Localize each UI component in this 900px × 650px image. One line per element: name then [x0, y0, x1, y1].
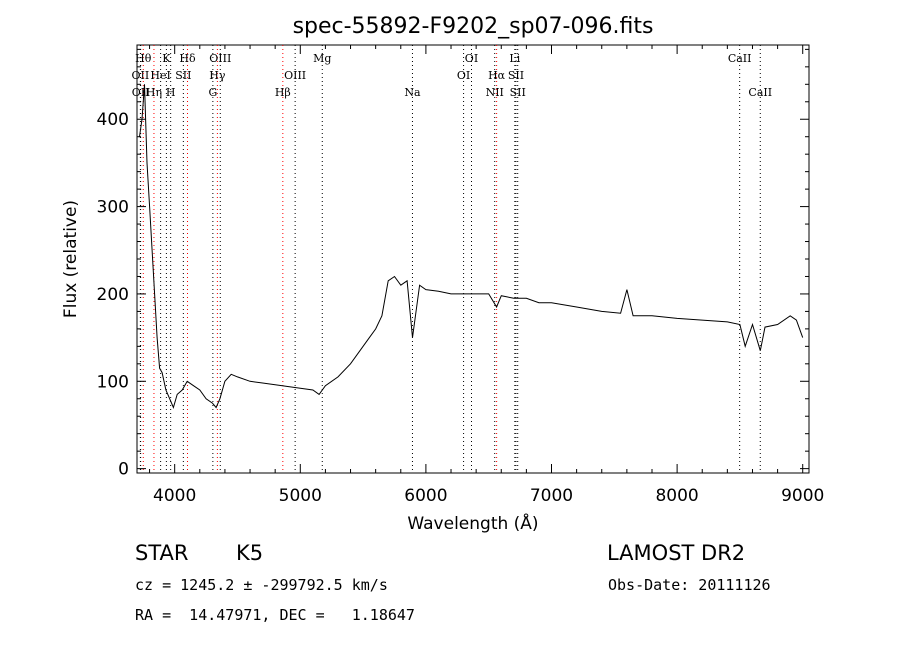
- line-label: Mg: [313, 52, 331, 65]
- line-label: CaII: [728, 52, 752, 65]
- line-label: Li: [509, 52, 520, 65]
- line-label: Hθ: [135, 52, 152, 65]
- y-axis: 0 100 200 300 400: [97, 48, 809, 480]
- x-tick-label: 9000: [781, 486, 824, 506]
- line-label: Na: [404, 86, 421, 99]
- line-label: CaII: [748, 86, 772, 99]
- line-label: SII: [175, 69, 191, 82]
- line-label: OI: [457, 69, 470, 82]
- class-label: STAR: [135, 541, 189, 565]
- survey-label: LAMOST DR2: [607, 541, 746, 565]
- line-label: K: [162, 52, 171, 65]
- line-label: HeI: [150, 69, 170, 82]
- x-tick-label: 6000: [404, 486, 447, 506]
- x-tick-label: 4000: [153, 486, 196, 506]
- x-tick-label: 7000: [530, 486, 573, 506]
- x-axis-label: Wavelength (Å): [407, 512, 538, 534]
- line-label: H: [166, 86, 176, 99]
- chart-title: spec-55892-F9202_sp07-096.fits: [293, 14, 654, 39]
- spectrum-line: [139, 84, 804, 409]
- x-tick-label: 8000: [655, 486, 698, 506]
- y-tick-label: 100: [97, 372, 129, 392]
- x-tick-label: 5000: [279, 486, 322, 506]
- line-label: Hδ: [179, 52, 196, 65]
- line-label: G: [208, 86, 217, 99]
- line-label: NII: [486, 86, 504, 99]
- line-label: SII: [510, 86, 526, 99]
- line-label: Hγ: [209, 69, 226, 82]
- x-axis: 4000 5000 6000 7000 8000 9000: [149, 45, 824, 506]
- y-axis-label: Flux (relative): [61, 200, 81, 318]
- plot-frame: [136, 44, 810, 474]
- y-tick-label: 0: [118, 460, 129, 480]
- y-tick-label: 200: [97, 285, 129, 305]
- line-label: OIII: [284, 69, 306, 82]
- line-label: OII: [132, 69, 150, 82]
- y-tick-label: 400: [97, 110, 129, 130]
- line-label: OIII: [209, 52, 231, 65]
- line-markers: OIIOIIHθHηHeIKHSIIHδGHγOIIIHβOIIIMgNaOIO…: [132, 45, 772, 473]
- subclass-label: K5: [236, 541, 264, 565]
- line-label: Hβ: [275, 86, 291, 99]
- line-label: Hη: [146, 86, 162, 99]
- obs-date-text: Obs-Date: 20111126: [608, 576, 771, 594]
- y-tick-label: 300: [97, 198, 129, 218]
- coordinates-text: RA = 14.47971, DEC = 1.18647: [135, 606, 415, 624]
- line-label: SII: [508, 69, 524, 82]
- line-label: OI: [465, 52, 478, 65]
- redshift-text: cz = 1245.2 ± -299792.5 km/s: [135, 576, 388, 594]
- line-label: Hα: [488, 69, 506, 82]
